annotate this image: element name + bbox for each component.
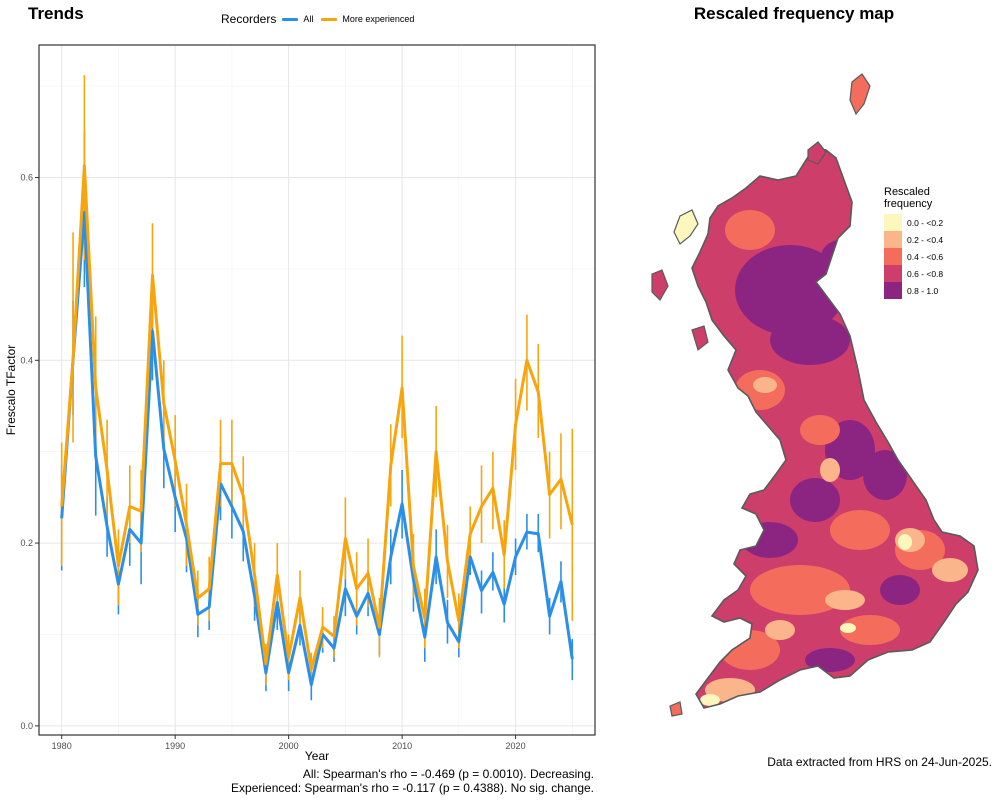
y-tick-label: 0.0 bbox=[20, 721, 33, 731]
map-legend-swatch bbox=[884, 265, 902, 282]
y-tick-label: 0.4 bbox=[20, 355, 33, 365]
map-legend-label: 0.8 - 1.0 bbox=[907, 285, 939, 296]
legend-label-all: All bbox=[303, 14, 314, 24]
x-tick-label: 2010 bbox=[392, 741, 412, 751]
x-tick-label: 2020 bbox=[506, 741, 526, 751]
map-legend-title-line1: Rescaled bbox=[884, 186, 930, 198]
legend-item-all: All bbox=[282, 14, 313, 24]
legend-swatch-experienced bbox=[321, 17, 338, 21]
legend-label-experienced: More experienced bbox=[342, 14, 415, 24]
stats-note: All: Spearman's rho = -0.469 (p = 0.0010… bbox=[231, 767, 594, 795]
stats-line-experienced: Experienced: Spearman's rho = -0.117 (p … bbox=[231, 781, 594, 795]
map-legend-label: 0.6 - <0.8 bbox=[907, 268, 944, 279]
map-legend-row: 0.0 - <0.2 bbox=[884, 214, 943, 231]
x-tick-label: 1990 bbox=[165, 741, 185, 751]
island-shetland bbox=[849, 73, 871, 116]
legend-item-experienced: More experienced bbox=[321, 14, 414, 24]
gb-outline bbox=[691, 147, 979, 709]
island-mull bbox=[691, 325, 709, 352]
series-line-1 bbox=[60, 164, 574, 671]
data-extract-note: Data extracted from HRS on 24-Jun-2025. bbox=[767, 755, 992, 769]
map-title: Rescaled frequency map bbox=[693, 4, 895, 23]
map-legend-label: 0.0 - <0.2 bbox=[907, 217, 944, 228]
map-legend-row: 0.2 - <0.4 bbox=[884, 231, 943, 248]
map-legend-label: 0.4 - <0.6 bbox=[907, 251, 944, 262]
map-legend-row: 0.4 - <0.6 bbox=[884, 248, 943, 265]
map-legend-label: 0.2 - <0.4 bbox=[907, 234, 944, 245]
map-legend-swatch bbox=[884, 214, 902, 231]
map-legend: Rescaled frequency 0.0 - <0.2 0.2 - <0.4… bbox=[884, 186, 943, 299]
map-legend-title: Rescaled frequency bbox=[884, 186, 943, 210]
x-tick-label: 2000 bbox=[279, 741, 299, 751]
map-legend-swatch bbox=[884, 231, 902, 248]
chart-legend: Recorders All More experienced bbox=[221, 12, 422, 26]
plot-border bbox=[38, 44, 596, 736]
chart-title: Trends bbox=[28, 4, 84, 23]
x-tick-label: 1980 bbox=[52, 741, 72, 751]
island-skye bbox=[673, 209, 699, 245]
map-legend-title-line2: frequency bbox=[884, 198, 933, 210]
island-orkney bbox=[807, 141, 827, 165]
map-legend-row: 0.8 - 1.0 bbox=[884, 282, 943, 299]
x-axis-label: Year bbox=[305, 749, 329, 763]
island-scilly bbox=[669, 701, 683, 717]
y-axis-label: Frescalo TFactor bbox=[4, 345, 18, 435]
map-legend-row: 0.6 - <0.8 bbox=[884, 265, 943, 282]
stats-line-all: All: Spearman's rho = -0.469 (p = 0.0010… bbox=[302, 767, 594, 781]
map-legend-swatch bbox=[884, 282, 902, 299]
trends-chart: 1980 1990 2000 2010 2020 0.0 0.2 0.4 0.6 Year Fres… bbox=[4, 44, 596, 763]
legend-swatch-all bbox=[282, 17, 299, 21]
legend-title: Recorders bbox=[221, 12, 277, 26]
series-line-0 bbox=[60, 210, 574, 687]
island-hebrides bbox=[651, 269, 669, 301]
y-tick-label: 0.2 bbox=[20, 538, 33, 548]
map-legend-swatch bbox=[884, 248, 902, 265]
frequency-map bbox=[651, 73, 979, 717]
y-tick-label: 0.6 bbox=[20, 173, 33, 183]
